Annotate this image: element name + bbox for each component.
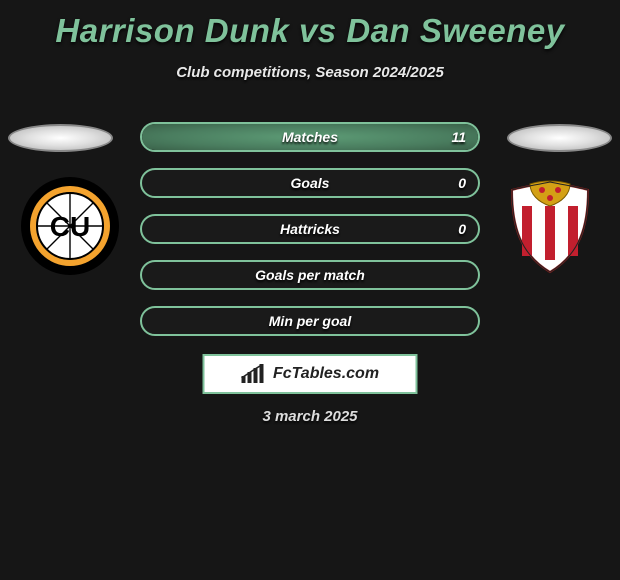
stats-container: Matches 11 Goals 0 Hattricks 0 Goals per… <box>140 122 480 352</box>
stat-label: Hattricks <box>142 216 478 242</box>
stat-bar-min-per-goal: Min per goal <box>140 306 480 336</box>
branding-box[interactable]: FcTables.com <box>203 354 418 394</box>
stevenage-crest-icon <box>500 176 600 276</box>
stat-bar-goals: Goals 0 <box>140 168 480 198</box>
club-badge-right <box>500 176 600 276</box>
svg-text:CU: CU <box>50 211 90 242</box>
cambridge-united-crest-icon: CU <box>20 176 120 276</box>
club-badge-left: CU <box>20 176 120 276</box>
stat-bar-matches: Matches 11 <box>140 122 480 152</box>
stat-bar-goals-per-match: Goals per match <box>140 260 480 290</box>
stat-value-right: 0 <box>458 216 466 242</box>
bar-chart-icon <box>241 364 267 384</box>
stat-value-right: 0 <box>458 170 466 196</box>
stat-label: Goals per match <box>142 262 478 288</box>
page-subtitle: Club competitions, Season 2024/2025 <box>0 64 620 81</box>
stat-value-right: 11 <box>451 124 466 150</box>
branding-label: FcTables.com <box>273 365 379 383</box>
player-left-portrait-oval <box>8 124 113 152</box>
player-right-portrait-oval <box>507 124 612 152</box>
page-title: Harrison Dunk vs Dan Sweeney <box>0 0 620 50</box>
stat-bar-hattricks: Hattricks 0 <box>140 214 480 244</box>
footer-date: 3 march 2025 <box>0 408 620 425</box>
stat-label: Min per goal <box>142 308 478 334</box>
stat-label: Goals <box>142 170 478 196</box>
stat-label: Matches <box>142 124 478 150</box>
